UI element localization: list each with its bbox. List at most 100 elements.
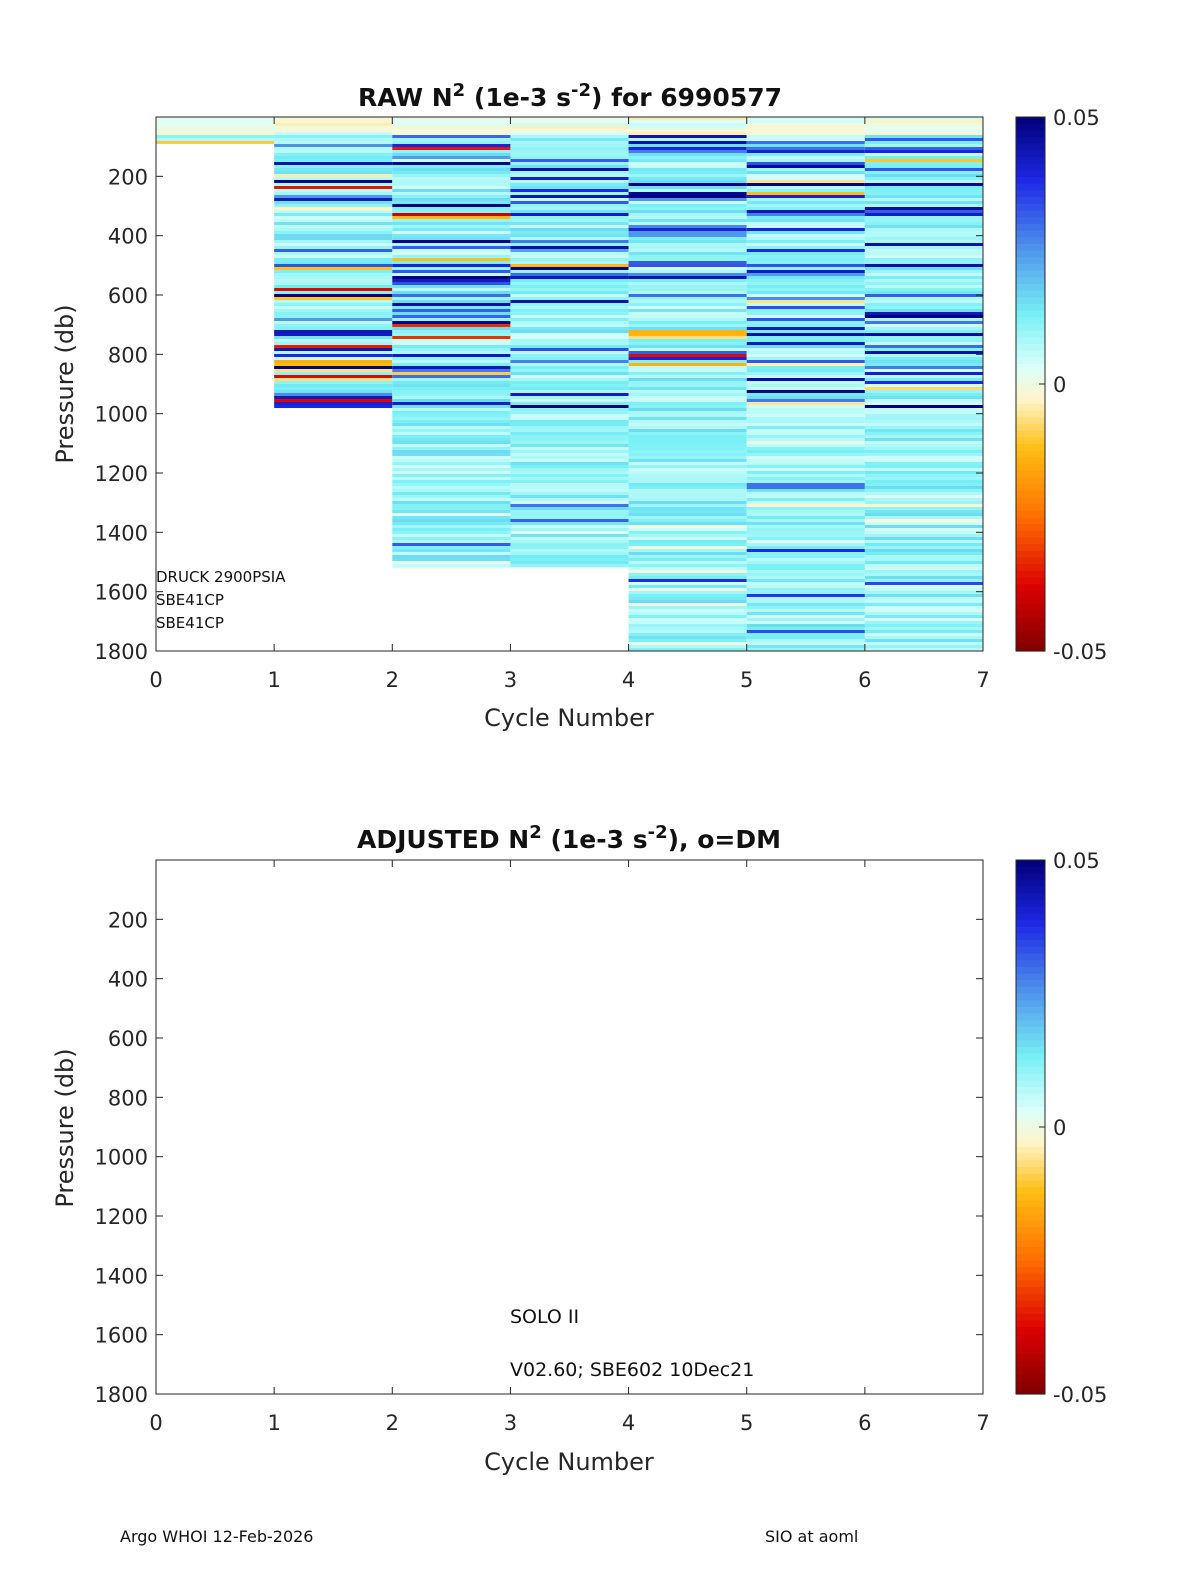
heatmap-cell [628,429,747,433]
heatmap-cell [510,480,629,484]
heatmap-cell [392,447,511,451]
heatmap-cell [628,342,747,346]
heatmap-cell [628,369,747,373]
heatmap-cell [628,642,747,646]
heatmap-cell [510,444,629,448]
heatmap-cell [864,501,983,505]
heatmap-cell [746,291,865,295]
heatmap-cell [864,306,983,310]
heatmap-cell [392,189,511,193]
heatmap-cell [510,435,629,439]
x-tick-label: 4 [622,1411,635,1435]
colorbar-swatch [1016,1060,1045,1068]
heatmap-cell [510,162,629,166]
heatmap-cell [274,315,393,319]
heatmap-cell [746,495,865,499]
y-tick-label: 800 [108,1086,148,1110]
colorbar-swatch [1016,283,1045,292]
heatmap-cell [864,324,983,328]
heatmap-cell [864,291,983,295]
heatmap-cell [510,456,629,460]
heatmap-cell [392,120,511,124]
heatmap-cell [864,270,983,274]
heatmap-cell [274,237,393,241]
heatmap-cell [628,645,747,649]
colorbar-swatch [1016,424,1045,432]
heatmap-cell [274,123,393,127]
heatmap-cell [392,273,511,277]
heatmap-cell [864,234,983,238]
heatmap-cell [746,411,865,415]
heatmap-cell [746,375,865,379]
heatmap-cell [628,390,747,394]
heatmap-cell [628,567,747,571]
colorbar-swatch [1016,960,1045,968]
heatmap-cell [392,411,511,415]
heatmap-cell [628,117,747,121]
heatmap-cell [864,384,983,388]
heatmap-cell [864,366,983,370]
heatmap-cell [864,531,983,535]
heatmap-cell [746,129,865,133]
colorbar-swatch [1016,1320,1045,1328]
heatmap-cell [274,243,393,247]
float-type-annotation: SOLO II [510,1306,579,1328]
heatmap-cell [864,582,983,586]
heatmap-cell [746,600,865,604]
heatmap-cell [628,444,747,448]
heatmap-cell [510,165,629,169]
colorbar-swatch [1016,893,1045,901]
heatmap-cell [392,564,511,568]
heatmap-cell [746,297,865,301]
heatmap-cell [510,516,629,520]
heatmap-cell [274,219,393,223]
colorbar-swatch [1016,1187,1045,1195]
colorbar-tick-label: 0.05 [1053,106,1100,130]
heatmap-cell [392,246,511,250]
heatmap-cell [628,621,747,625]
heatmap-cell [392,510,511,514]
heatmap-cell [510,366,629,370]
heatmap-cell [510,375,629,379]
heatmap-cell [746,627,865,631]
heatmap-cell [746,465,865,469]
heatmap-cell [746,558,865,562]
heatmap-cell [864,210,983,214]
raw-heatmap-cells [156,117,983,652]
heatmap-cell [864,648,983,652]
heatmap-cell [864,171,983,175]
heatmap-cell [510,396,629,400]
colorbar-swatch [1016,490,1045,499]
heatmap-cell [392,459,511,463]
heatmap-cell [864,561,983,565]
heatmap-cell [510,171,629,175]
colorbar-swatch [1016,1280,1045,1288]
heatmap-cell [392,276,511,280]
heatmap-cell [510,465,629,469]
colorbar-swatch [1016,1013,1045,1021]
colorbar-swatch [1016,217,1045,225]
heatmap-cell [864,573,983,577]
y-tick-label: 1800 [95,640,148,664]
heatmap-cell [628,345,747,349]
heatmap-cell [864,255,983,259]
heatmap-cell [628,291,747,295]
heatmap-cell [510,384,629,388]
colorbar-swatch [1016,524,1045,532]
heatmap-cell [746,360,865,364]
heatmap-cell [746,162,865,166]
heatmap-cell [628,618,747,622]
colorbar-swatch [1016,1273,1045,1282]
heatmap-cell [392,129,511,133]
heatmap-cell [628,492,747,496]
heatmap-cell [628,594,747,598]
colorbar-swatch [1016,604,1045,612]
y-tick-label: 1000 [95,403,148,427]
colorbar-swatch [1016,973,1045,981]
colorbar-swatch [1016,993,1045,1001]
colorbar-swatch [1016,223,1045,232]
heatmap-cell [746,414,865,418]
heatmap-cell [864,129,983,133]
x-tick-label: 6 [858,668,871,692]
colorbar-swatch [1016,637,1045,645]
